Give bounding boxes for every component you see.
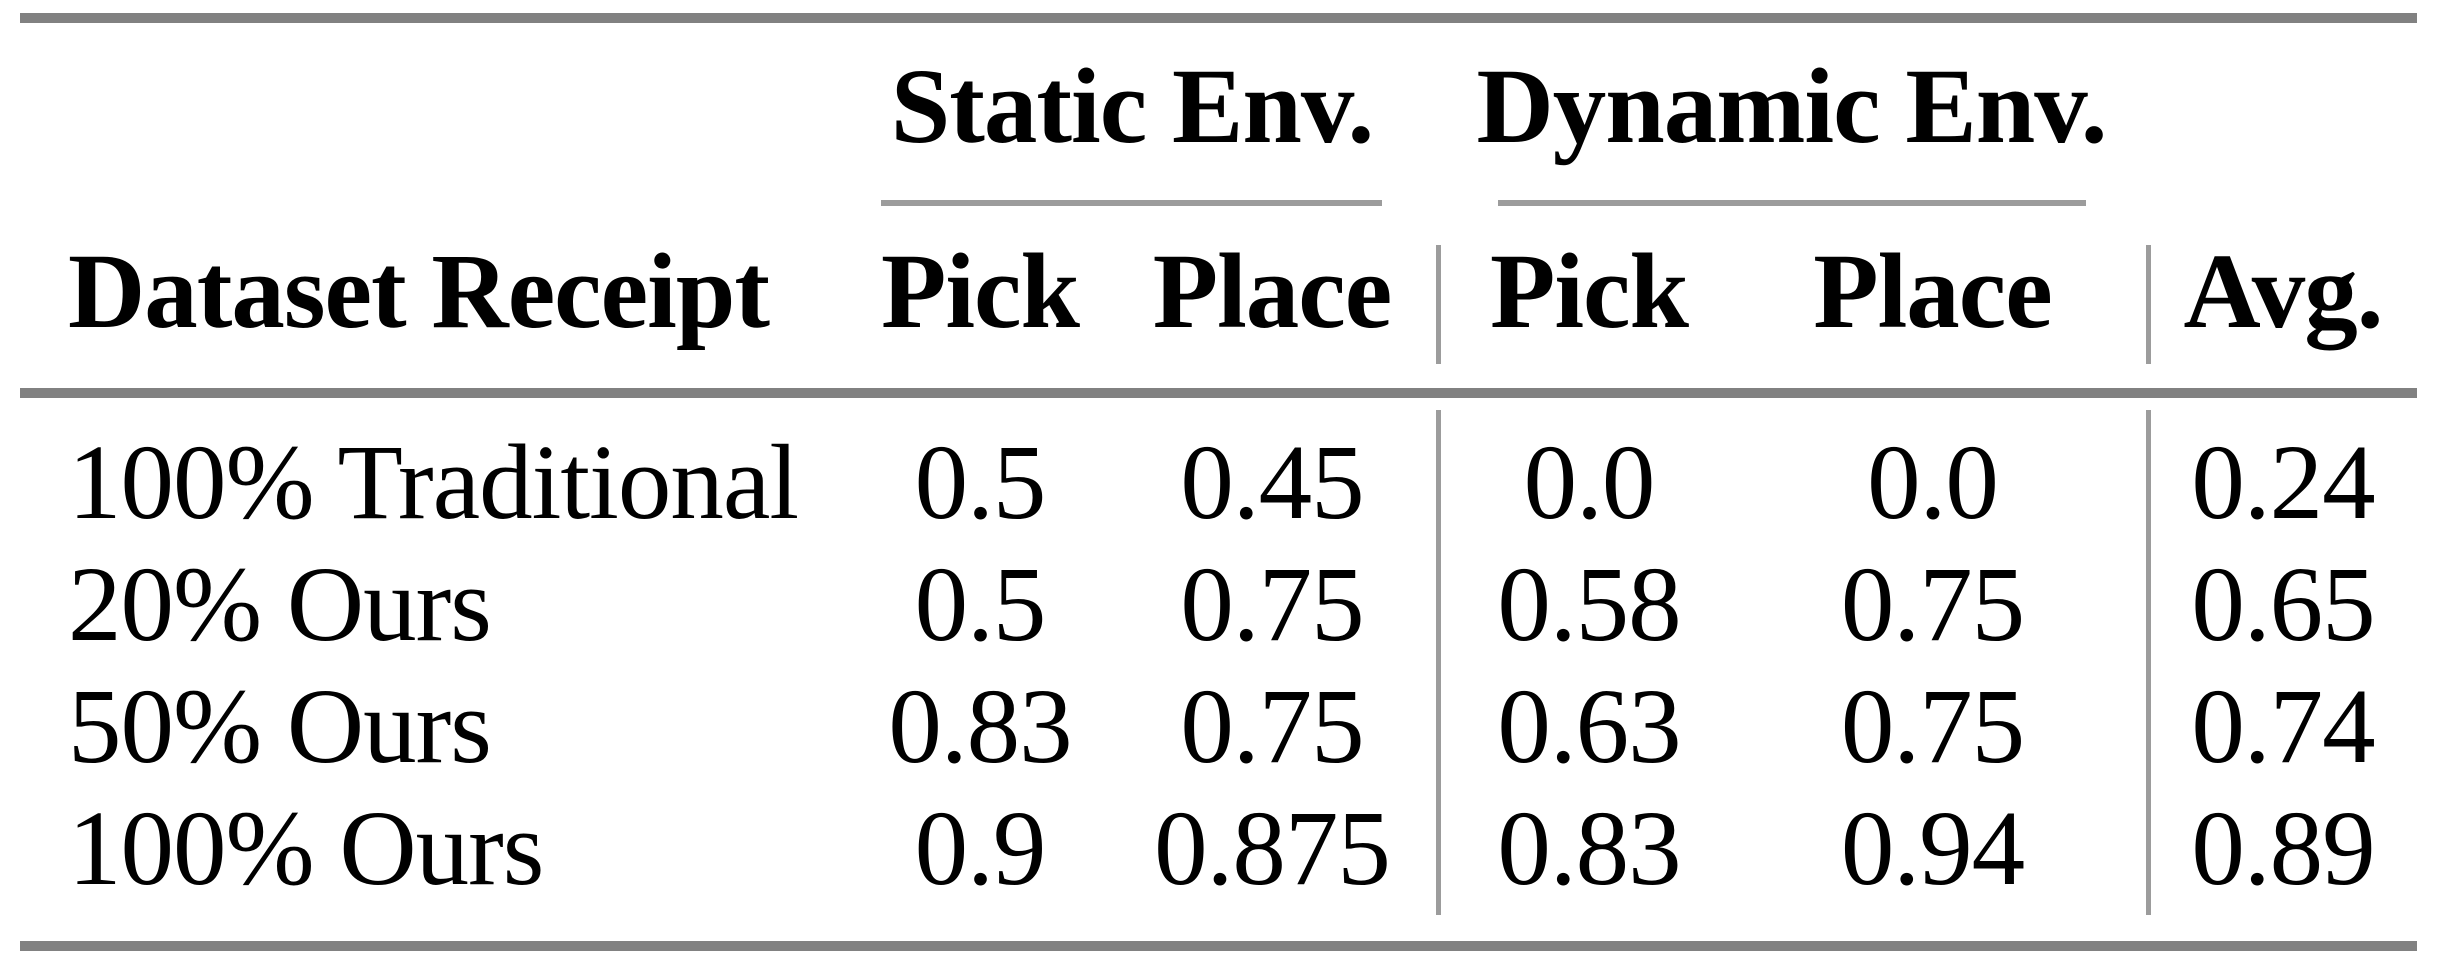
- row-label: 100% Traditional: [68, 423, 799, 542]
- cell-static-place: 0.45: [1180, 423, 1364, 542]
- cell-static-place: 0.75: [1180, 545, 1364, 664]
- cell-dynamic-pick: 0.58: [1497, 545, 1681, 664]
- table-row: 100% Ours 0.9 0.875 0.83 0.94 0.89: [20, 788, 2417, 910]
- header-dataset-receipt: Dataset Receipt: [68, 233, 770, 351]
- column-separator-2-body: [2146, 410, 2151, 915]
- table-header-rule: [20, 388, 2417, 398]
- table-row: 20% Ours 0.5 0.75 0.58 0.75 0.65: [20, 544, 2417, 666]
- column-separator-1-header: [1436, 245, 1441, 364]
- cell-static-pick: 0.83: [888, 667, 1072, 786]
- cell-dynamic-place: 0.75: [1840, 545, 2025, 664]
- table-top-rule: [20, 13, 2417, 23]
- cell-dynamic-place: 0.94: [1840, 789, 2025, 908]
- cell-dynamic-pick: 0.63: [1497, 667, 1681, 786]
- cell-dynamic-place: 0.0: [1867, 423, 1999, 542]
- column-separator-2-header: [2146, 245, 2151, 364]
- cell-dynamic-place: 0.75: [1840, 667, 2025, 786]
- header-static-pick: Pick: [880, 233, 1080, 351]
- column-separator-1-body: [1436, 410, 1441, 915]
- cell-avg: 0.65: [2191, 545, 2375, 664]
- column-header-row: Dataset Receipt Pick Place Pick Place Av…: [20, 235, 2417, 350]
- dynamic-env-underline-rule: [1498, 200, 2086, 206]
- header-avg: Avg.: [2183, 233, 2383, 351]
- cell-static-pick: 0.9: [914, 789, 1047, 908]
- table-bottom-rule: [20, 941, 2417, 951]
- row-label: 100% Ours: [68, 789, 544, 908]
- cell-static-pick: 0.5: [914, 423, 1047, 542]
- header-static-place: Place: [1152, 233, 1393, 351]
- cell-static-pick: 0.5: [914, 545, 1047, 664]
- table-row: 50% Ours 0.83 0.75 0.63 0.75 0.74: [20, 666, 2417, 788]
- results-table: Static Env. Dynamic Env. Dataset Receipt…: [20, 0, 2417, 966]
- header-dynamic-place: Place: [1813, 233, 2053, 351]
- cell-avg: 0.89: [2191, 789, 2375, 908]
- group-header-dynamic-env: Dynamic Env.: [1476, 47, 2107, 166]
- cell-dynamic-pick: 0.0: [1523, 423, 1656, 542]
- header-dynamic-pick: Pick: [1489, 233, 1689, 351]
- cell-static-place: 0.875: [1154, 789, 1391, 908]
- table-row: 100% Traditional 0.5 0.45 0.0 0.0 0.24: [20, 422, 2417, 544]
- row-label: 50% Ours: [68, 667, 492, 786]
- row-label: 20% Ours: [68, 545, 492, 664]
- group-header-static-env: Static Env.: [890, 47, 1374, 166]
- table-body: 100% Traditional 0.5 0.45 0.0 0.0 0.24 2…: [20, 392, 2417, 910]
- cell-avg: 0.74: [2191, 667, 2375, 786]
- cell-dynamic-pick: 0.83: [1497, 789, 1681, 908]
- cell-avg: 0.24: [2191, 423, 2375, 542]
- cell-static-place: 0.75: [1180, 667, 1364, 786]
- static-env-underline-rule: [881, 200, 1382, 206]
